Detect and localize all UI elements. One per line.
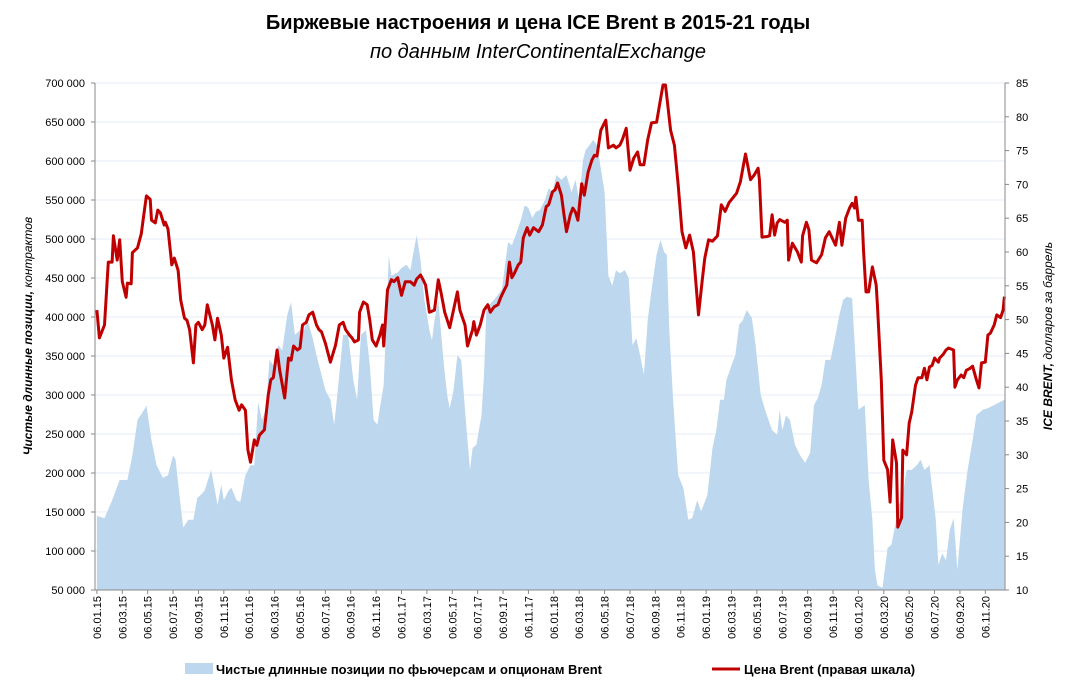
x-tick-label: 06.09.17 [498,596,510,639]
left-tick-label: 150 000 [45,507,85,519]
left-tick-label: 400 000 [45,312,85,324]
x-tick-label: 06.11.17 [523,596,535,638]
right-tick-label: 80 [1016,112,1028,124]
x-tick-label: 06.11.20 [980,596,992,638]
right-tick-label: 30 [1016,450,1028,462]
right-tick-label: 55 [1016,281,1028,293]
chart-subtitle: по данным InterContinentalExchange [370,41,706,63]
right-tick-label: 15 [1016,551,1028,563]
x-tick-label: 06.09.20 [955,596,967,639]
chart-title: Биржевые настроения и цена ICE Brent в 2… [266,12,810,34]
x-tick-label: 06.09.16 [346,596,358,639]
x-tick-label: 06.01.18 [549,596,561,639]
right-tick-label: 60 [1016,247,1028,259]
left-tick-label: 200 000 [45,468,85,480]
right-tick-label: 70 [1016,179,1028,191]
left-tick-label: 350 000 [45,351,85,363]
brent-price-line [95,83,1006,529]
x-tick-label: 06.11.16 [371,596,383,638]
left-tick-label: 50 000 [51,585,85,597]
right-tick-label: 25 [1016,484,1028,496]
x-tick-label: 06.07.15 [168,596,180,639]
left-tick-label: 700 000 [45,78,85,90]
x-tick-label: 06.05.17 [447,596,459,639]
legend-label-positions: Чистые длинные позиции по фьючерсам и оп… [216,662,603,677]
x-tick-label: 06.05.18 [600,596,612,639]
right-tick-label: 50 [1016,315,1028,327]
left-tick-label: 500 000 [45,234,85,246]
right-tick-label: 75 [1016,146,1028,158]
x-tick-label: 06.03.19 [726,596,738,639]
x-tick-label: 06.01.20 [853,596,865,639]
left-tick-label: 250 000 [45,429,85,441]
x-tick-label: 06.07.18 [625,596,637,639]
left-axis-title: Чистые длинные позиции, контрактов [21,217,35,455]
legend-label-price: Цена Brent (правая шкала) [744,662,915,677]
axes: 50 000 100 000 150 000 200 000 250 000 300 00… [45,78,1028,639]
net-long-positions-area [96,139,1005,590]
left-tick-label: 650 000 [45,117,85,129]
x-tick-label: 06.09.18 [650,596,662,639]
x-tick-label: 06.09.19 [803,596,815,639]
legend-swatch-area [185,663,213,674]
left-tick-label: 300 000 [45,390,85,402]
x-tick-label: 06.05.19 [752,596,764,639]
x-tick-label: 06.03.16 [270,596,282,639]
x-tick-label: 06.09.15 [193,596,205,639]
right-axis-title: ICE BRENT, долларов за баррель [1041,242,1055,430]
x-tick-label: 06.05.20 [904,596,916,639]
x-tick-label: 06.01.15 [92,596,104,639]
x-tick-label: 06.01.17 [397,596,409,639]
left-tick-label: 600 000 [45,156,85,168]
x-tick-label: 06.07.16 [320,596,332,639]
x-tick-label: 06.01.16 [244,596,256,639]
x-tick-label: 06.05.15 [143,596,155,639]
right-tick-label: 65 [1016,213,1028,225]
legend: Чистые длинные позиции по фьючерсам и оп… [185,662,915,677]
x-tick-label: 06.03.15 [117,596,129,639]
left-tick-label: 450 000 [45,273,85,285]
x-tick-label: 06.01.19 [701,596,713,639]
x-tick-label: 06.11.19 [828,596,840,638]
right-tick-label: 35 [1016,416,1028,428]
x-tick-label: 06.03.18 [574,596,586,639]
right-tick-label: 40 [1016,382,1028,394]
x-tick-label: 06.05.16 [295,596,307,639]
left-tick-label: 550 000 [45,195,85,207]
left-tick-label: 100 000 [45,546,85,558]
x-tick-label: 06.03.20 [879,596,891,639]
x-tick-label: 06.07.17 [473,596,485,639]
x-tick-label: 06.03.17 [422,596,434,639]
x-tick-label: 06.07.19 [777,596,789,639]
x-tick-label: 06.11.15 [219,596,231,638]
right-tick-label: 20 [1016,517,1028,529]
x-tick-label: 06.07.20 [930,596,942,639]
right-tick-label: 85 [1016,78,1028,90]
right-tick-label: 45 [1016,348,1028,360]
x-tick-label: 06.11.18 [676,596,688,638]
right-tick-label: 10 [1016,585,1028,597]
